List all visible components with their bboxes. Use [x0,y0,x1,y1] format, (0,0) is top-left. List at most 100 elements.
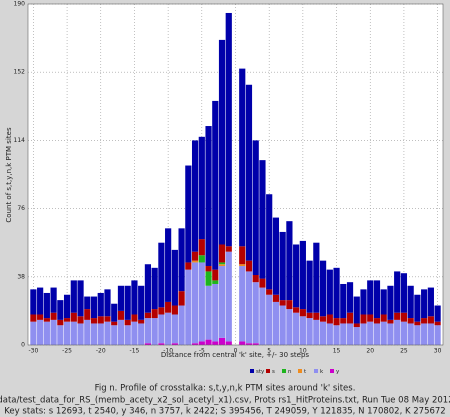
y-tick-label: 190 [14,1,26,8]
bar-segment [212,280,219,284]
bar-segment [218,264,226,267]
bar-segment [380,321,387,345]
bar-segment [70,312,77,322]
bar-segment [151,267,158,310]
bar-segment [353,323,360,328]
bar-segment [63,321,71,345]
bar-segment [205,266,212,272]
bar-segment [239,246,246,265]
bar-segment [400,273,408,313]
bar-segment [245,260,253,272]
bar-segment [218,39,226,245]
bar-segment [306,260,313,313]
bar-segment [84,296,91,310]
bar-segment [367,321,374,345]
bar-segment [57,319,64,326]
bar-segment [117,285,125,311]
bar-segment [421,318,428,324]
bar-segment [306,312,313,319]
bar-segment [191,343,199,345]
bar-segment [63,318,71,322]
bar-segment [225,341,232,345]
bar-segment [252,282,259,344]
bar-segment [387,319,394,324]
bar-segment [387,285,394,320]
bar-segment [313,312,320,320]
bar-segment [77,323,84,345]
bar-segment [191,251,199,261]
bar-segment [286,309,293,345]
bar-segment [360,289,367,315]
bar-segment [205,285,212,340]
bar-segment [131,321,138,345]
bar-segment [185,269,192,345]
legend-swatch [298,369,302,373]
bar-segment [97,292,104,317]
bar-segment [319,316,327,322]
y-tick-label: 76 [17,205,25,212]
bar-segment [239,264,246,267]
legend-label: t [304,369,307,375]
bar-segment [37,287,44,315]
bar-segment [212,100,219,270]
bar-segment [319,321,327,345]
bar-segment [131,280,138,315]
bar-segment [84,319,91,345]
y-tick-label: 114 [14,137,26,144]
bar-segment [353,327,360,345]
bar-segment [380,289,387,315]
y-tick-label: 152 [14,69,26,76]
bar-segment [266,294,273,345]
bar-segment [111,325,118,345]
y-tick-label: 0 [21,342,25,349]
bar-segment [212,283,219,342]
bar-segment [293,312,300,345]
x-tick-label: -20 [96,348,106,355]
bar-segment [77,280,84,317]
bar-segment [346,312,354,324]
bar-segment [319,260,327,317]
bar-segment [333,318,340,326]
bar-segment [373,318,381,324]
bar-segment [299,316,306,345]
bar-segment [239,341,246,345]
bar-segment [333,325,340,345]
bar-segment [313,242,320,313]
bar-segment [144,312,152,319]
caption: Fig n. Profile of crosstalka: s,t,y,n,k … [95,384,356,394]
bar-segment [394,271,401,313]
bar-segment [104,289,111,317]
bar-segment [279,305,286,345]
x-tick-label: -25 [62,348,72,355]
x-tick-label: -30 [28,348,38,355]
y-axis-label: Count of s,t,y,n,k PTM sites [5,127,13,223]
bar-segment [340,283,347,319]
legend-swatch [266,369,270,373]
bar-segment [158,343,165,345]
bar-segment [57,325,64,345]
bar-segment [124,319,131,326]
bar-segment [239,68,246,247]
bar-segment [252,140,259,276]
bar-segment [279,300,286,306]
bar-segment [326,314,333,324]
caption: Peps ../data/test_data_for_RS_(memb_acet… [0,396,450,406]
bar-segment [158,242,165,308]
legend-label: sty [256,369,265,375]
bar-segment [414,325,421,345]
bar-segment [30,321,37,345]
bar-segment [104,316,111,322]
x-tick-label: 20 [366,348,374,355]
bar-segment [245,343,253,345]
bar-segment [138,285,145,320]
bar-segment [272,217,280,295]
bar-segment [239,266,246,342]
bar-segment [245,271,253,344]
bar-segment [198,255,205,263]
legend-swatch [250,369,254,373]
bar-segment [225,246,232,252]
caption: Key stats: s 12693, t 2540, y 346, n 375… [4,407,445,417]
bar-segment [407,285,414,319]
x-tick-label: -15 [130,348,140,355]
